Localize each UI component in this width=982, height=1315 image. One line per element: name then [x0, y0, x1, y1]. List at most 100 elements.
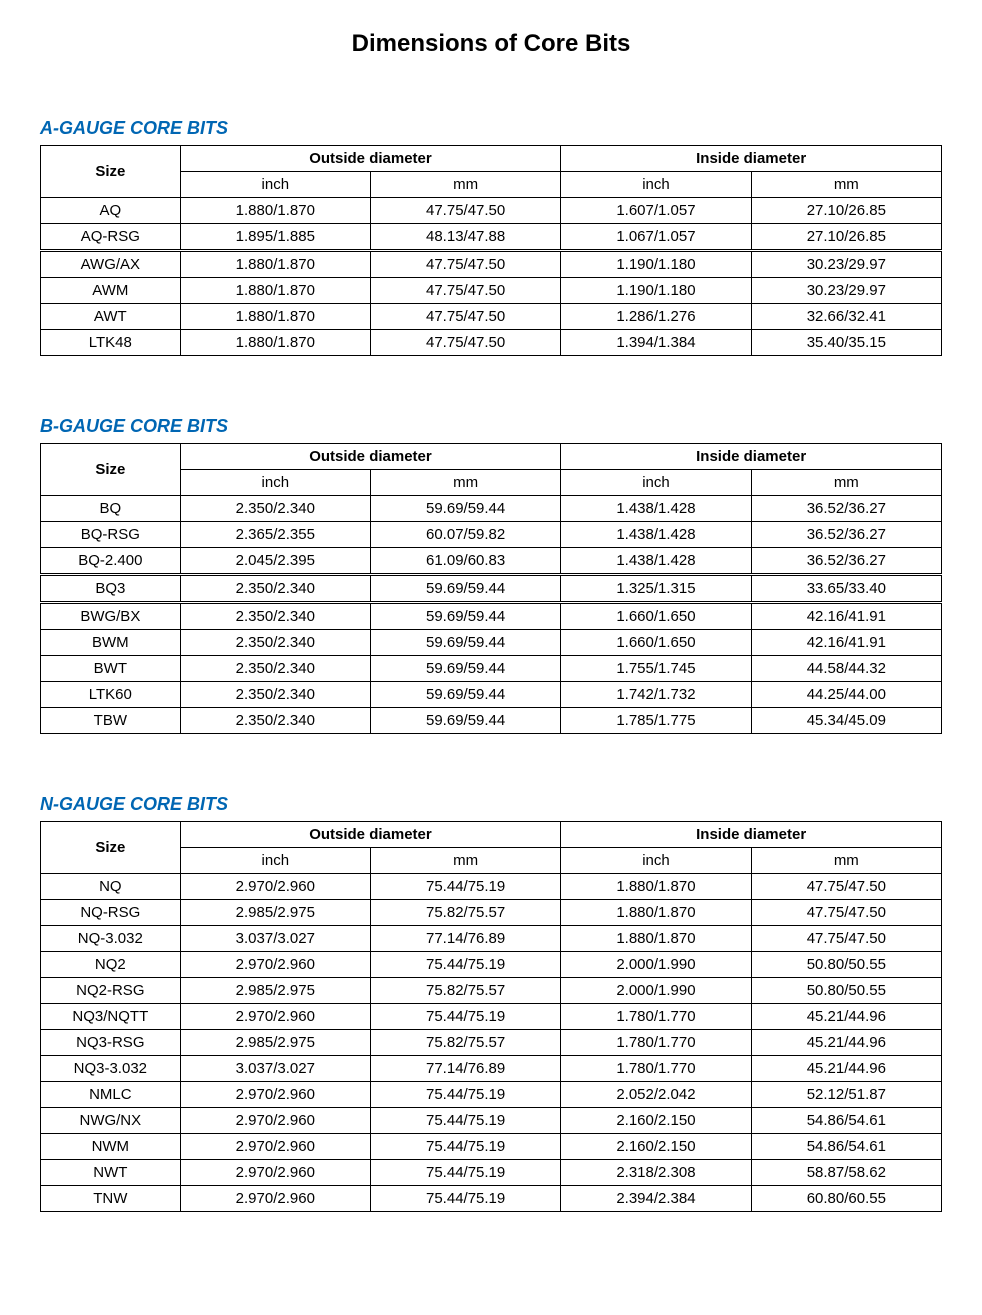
cell-od-inch: 2.970/2.960 [180, 952, 370, 978]
cell-od-mm: 75.44/75.19 [370, 952, 560, 978]
cell-od-mm: 48.13/47.88 [370, 224, 560, 251]
cell-od-inch: 2.985/2.975 [180, 978, 370, 1004]
cell-od-inch: 2.970/2.960 [180, 1004, 370, 1030]
col-id-mm: mm [751, 172, 941, 198]
cell-size: NQ3/NQTT [41, 1004, 181, 1030]
cell-od-inch: 3.037/3.027 [180, 1056, 370, 1082]
cell-id-inch: 1.660/1.650 [561, 603, 751, 630]
cell-id-inch: 2.160/2.150 [561, 1134, 751, 1160]
col-id-mm: mm [751, 848, 941, 874]
table-row: NQ-RSG2.985/2.97575.82/75.571.880/1.8704… [41, 900, 942, 926]
cell-od-mm: 75.82/75.57 [370, 900, 560, 926]
cell-od-mm: 77.14/76.89 [370, 1056, 560, 1082]
cell-od-mm: 77.14/76.89 [370, 926, 560, 952]
cell-id-inch: 1.880/1.870 [561, 926, 751, 952]
cell-id-mm: 45.21/44.96 [751, 1056, 941, 1082]
cell-od-mm: 61.09/60.83 [370, 548, 560, 575]
cell-id-mm: 54.86/54.61 [751, 1108, 941, 1134]
cell-id-mm: 45.34/45.09 [751, 708, 941, 734]
table-row: NQ2-RSG2.985/2.97575.82/75.572.000/1.990… [41, 978, 942, 1004]
table-row: LTK602.350/2.34059.69/59.441.742/1.73244… [41, 682, 942, 708]
cell-size: NQ2 [41, 952, 181, 978]
cell-od-mm: 59.69/59.44 [370, 575, 560, 603]
cell-od-mm: 47.75/47.50 [370, 330, 560, 356]
col-id-inch: inch [561, 848, 751, 874]
cell-od-inch: 2.350/2.340 [180, 656, 370, 682]
cell-id-mm: 42.16/41.91 [751, 630, 941, 656]
col-outside-diameter: Outside diameter [180, 444, 561, 470]
col-inside-diameter: Inside diameter [561, 444, 942, 470]
cell-id-mm: 27.10/26.85 [751, 198, 941, 224]
cell-id-mm: 30.23/29.97 [751, 251, 941, 278]
cell-od-mm: 47.75/47.50 [370, 278, 560, 304]
cell-od-mm: 59.69/59.44 [370, 656, 560, 682]
cell-id-mm: 47.75/47.50 [751, 874, 941, 900]
cell-id-inch: 1.742/1.732 [561, 682, 751, 708]
cell-size: NMLC [41, 1082, 181, 1108]
col-size: Size [41, 146, 181, 198]
cell-id-mm: 45.21/44.96 [751, 1030, 941, 1056]
cell-od-inch: 2.045/2.395 [180, 548, 370, 575]
table-row: BWM2.350/2.34059.69/59.441.660/1.65042.1… [41, 630, 942, 656]
col-od-inch: inch [180, 172, 370, 198]
col-od-mm: mm [370, 470, 560, 496]
cell-size: TNW [41, 1186, 181, 1212]
cell-id-mm: 42.16/41.91 [751, 603, 941, 630]
cell-od-mm: 75.44/75.19 [370, 1186, 560, 1212]
cell-size: NWM [41, 1134, 181, 1160]
cell-size: TBW [41, 708, 181, 734]
cell-size: BWT [41, 656, 181, 682]
cell-id-inch: 2.394/2.384 [561, 1186, 751, 1212]
cell-id-inch: 1.394/1.384 [561, 330, 751, 356]
cell-id-inch: 1.880/1.870 [561, 874, 751, 900]
core-bits-table: SizeOutside diameterInside diameterinchm… [40, 145, 942, 356]
table-row: TNW2.970/2.96075.44/75.192.394/2.38460.8… [41, 1186, 942, 1212]
cell-size: BQ3 [41, 575, 181, 603]
cell-od-inch: 2.970/2.960 [180, 874, 370, 900]
cell-size: AWG/AX [41, 251, 181, 278]
cell-size: BWG/BX [41, 603, 181, 630]
table-row: NWM2.970/2.96075.44/75.192.160/2.15054.8… [41, 1134, 942, 1160]
col-outside-diameter: Outside diameter [180, 146, 561, 172]
cell-id-inch: 2.160/2.150 [561, 1108, 751, 1134]
section-title: N-GAUGE CORE BITS [40, 794, 942, 815]
cell-id-inch: 2.318/2.308 [561, 1160, 751, 1186]
cell-id-inch: 1.780/1.770 [561, 1004, 751, 1030]
table-row: BQ-RSG2.365/2.35560.07/59.821.438/1.4283… [41, 522, 942, 548]
cell-id-inch: 1.438/1.428 [561, 522, 751, 548]
cell-id-inch: 2.000/1.990 [561, 978, 751, 1004]
cell-id-mm: 33.65/33.40 [751, 575, 941, 603]
cell-id-inch: 1.785/1.775 [561, 708, 751, 734]
cell-id-mm: 32.66/32.41 [751, 304, 941, 330]
table-row: NQ3-3.0323.037/3.02777.14/76.891.780/1.7… [41, 1056, 942, 1082]
cell-id-inch: 1.438/1.428 [561, 496, 751, 522]
cell-od-inch: 1.895/1.885 [180, 224, 370, 251]
cell-od-mm: 59.69/59.44 [370, 603, 560, 630]
section-title: A-GAUGE CORE BITS [40, 118, 942, 139]
cell-od-mm: 47.75/47.50 [370, 304, 560, 330]
table-row: NQ2.970/2.96075.44/75.191.880/1.87047.75… [41, 874, 942, 900]
cell-id-mm: 50.80/50.55 [751, 978, 941, 1004]
col-od-mm: mm [370, 172, 560, 198]
cell-id-mm: 30.23/29.97 [751, 278, 941, 304]
cell-id-mm: 60.80/60.55 [751, 1186, 941, 1212]
table-row: AWT1.880/1.87047.75/47.501.286/1.27632.6… [41, 304, 942, 330]
cell-size: NQ [41, 874, 181, 900]
cell-size: NQ2-RSG [41, 978, 181, 1004]
cell-od-inch: 2.970/2.960 [180, 1134, 370, 1160]
section: N-GAUGE CORE BITSSizeOutside diameterIns… [40, 794, 942, 1212]
col-od-mm: mm [370, 848, 560, 874]
cell-size: BQ-2.400 [41, 548, 181, 575]
page-title: Dimensions of Core Bits [40, 30, 942, 58]
table-row: NMLC2.970/2.96075.44/75.192.052/2.04252.… [41, 1082, 942, 1108]
cell-od-mm: 60.07/59.82 [370, 522, 560, 548]
cell-id-mm: 36.52/36.27 [751, 522, 941, 548]
cell-id-mm: 54.86/54.61 [751, 1134, 941, 1160]
cell-od-inch: 1.880/1.870 [180, 278, 370, 304]
cell-id-inch: 1.607/1.057 [561, 198, 751, 224]
cell-od-mm: 59.69/59.44 [370, 496, 560, 522]
cell-od-inch: 2.365/2.355 [180, 522, 370, 548]
col-size: Size [41, 822, 181, 874]
cell-od-inch: 2.350/2.340 [180, 575, 370, 603]
table-row: TBW2.350/2.34059.69/59.441.785/1.77545.3… [41, 708, 942, 734]
